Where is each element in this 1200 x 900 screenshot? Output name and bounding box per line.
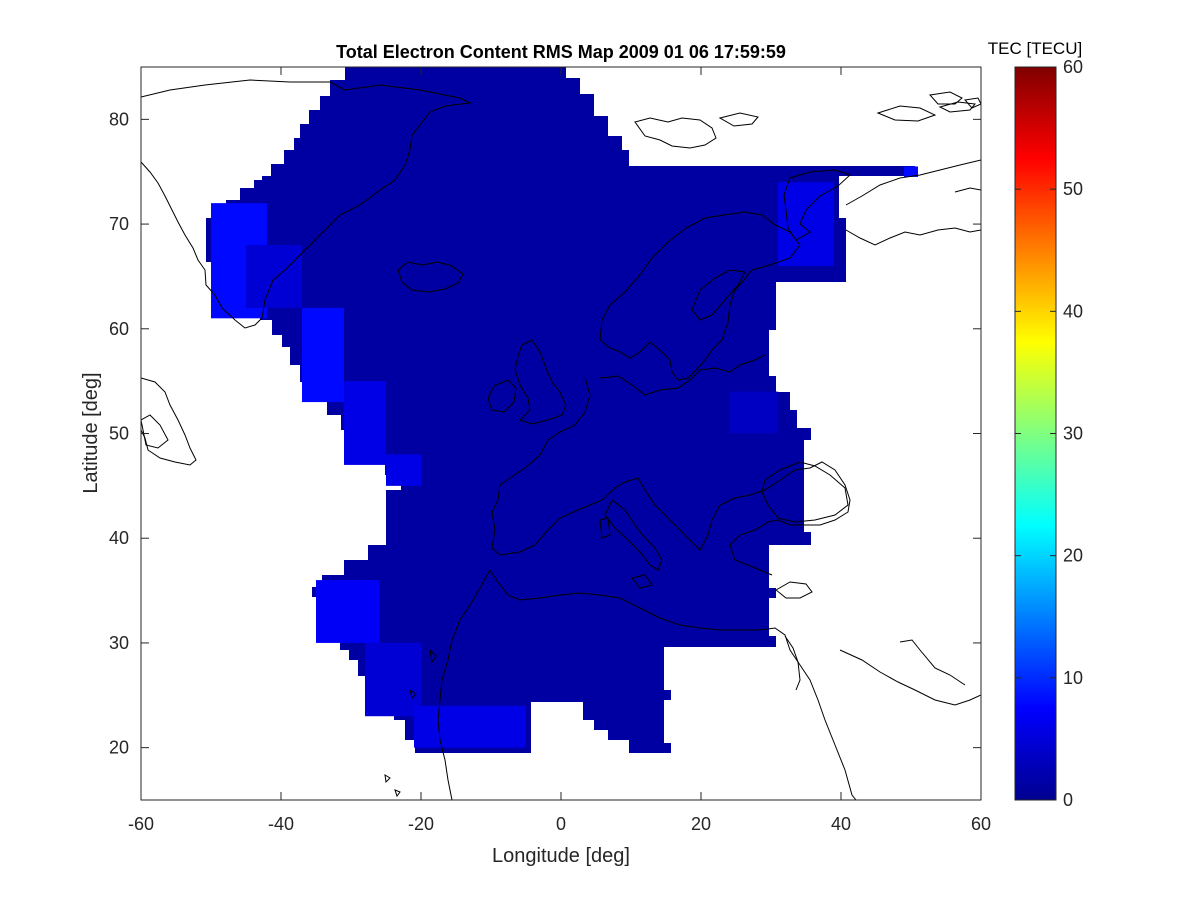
map-axes: -60 -40 -20 0 20 40 60 20 30 40 50 60 70 80 xyxy=(109,66,991,834)
colorbar-label: TEC [TECU] xyxy=(988,39,1082,58)
coast-west-africa xyxy=(437,569,491,800)
coast-ireland xyxy=(487,379,517,413)
y-tick-label: 30 xyxy=(109,633,129,653)
coast-scandinavia xyxy=(599,211,801,381)
coast-italy xyxy=(604,499,663,571)
coast-novaya-zemlya xyxy=(783,169,851,241)
y-tick-label: 50 xyxy=(109,424,129,444)
coast-north-africa xyxy=(489,569,857,800)
y-axis: 20 30 40 50 60 70 80 xyxy=(109,109,981,758)
y-axis-label: Latitude [deg] xyxy=(80,372,102,493)
coast-britain xyxy=(514,339,567,425)
x-tick-label: 20 xyxy=(691,814,711,834)
colorbar-tick-label: 0 xyxy=(1063,790,1073,810)
x-tick-label: 40 xyxy=(831,814,851,834)
coast-svalbard xyxy=(634,117,717,149)
coast-iceland xyxy=(397,261,464,293)
heatmap-cell-10 xyxy=(729,391,778,434)
colorbar-tick-label: 30 xyxy=(1063,424,1083,444)
colorbar-ticks: 0 10 20 30 40 50 60 xyxy=(1015,57,1083,810)
y-tick-label: 20 xyxy=(109,738,129,758)
colorbar-tick-label: 20 xyxy=(1063,546,1083,566)
tec-coverage-area xyxy=(206,67,915,753)
colorbar-tick-label: 40 xyxy=(1063,301,1083,321)
x-tick-label: -60 xyxy=(128,814,154,834)
coast-newfoundland xyxy=(141,377,197,466)
colorbar-gradient xyxy=(1014,66,1057,801)
y-tick-label: 70 xyxy=(109,214,129,234)
colorbar-tick-label: 50 xyxy=(1063,179,1083,199)
y-tick-label: 80 xyxy=(109,109,129,129)
coast-russia-north xyxy=(845,227,981,246)
x-tick-label: 0 xyxy=(556,814,566,834)
heatmap-cell-9 xyxy=(414,705,526,748)
x-axis-label: Longitude [deg] xyxy=(492,845,630,867)
heatmap-cell-8 xyxy=(365,642,421,717)
colorbar: TEC [TECU] 0 10 20 30 40 50 60 xyxy=(988,39,1083,810)
colorbar-tick-label: 60 xyxy=(1063,57,1083,77)
x-tick-label: -40 xyxy=(268,814,294,834)
heatmap-cell-1 xyxy=(246,245,302,308)
heatmap-cell-2 xyxy=(302,307,344,403)
heatmap-cell-4 xyxy=(386,454,421,486)
x-tick-label: 60 xyxy=(971,814,991,834)
heatmap-cell-6 xyxy=(904,166,918,177)
heatmap-cell-7 xyxy=(316,580,379,643)
tec-heatmap xyxy=(206,67,918,753)
heatmap-cell-3 xyxy=(344,381,386,465)
x-tick-label: -20 xyxy=(408,814,434,834)
coast-greenland xyxy=(141,79,472,329)
x-axis: -60 -40 -20 0 20 40 60 xyxy=(128,67,991,834)
colorbar-tick-label: 10 xyxy=(1063,668,1083,688)
chart-title: Total Electron Content RMS Map 2009 01 0… xyxy=(336,42,786,62)
coast-black-sea xyxy=(761,461,849,523)
coast-europe xyxy=(491,377,851,576)
y-tick-label: 60 xyxy=(109,319,129,339)
coastlines xyxy=(141,79,981,800)
heatmap-cell-5 xyxy=(778,182,834,266)
y-tick-label: 40 xyxy=(109,528,129,548)
